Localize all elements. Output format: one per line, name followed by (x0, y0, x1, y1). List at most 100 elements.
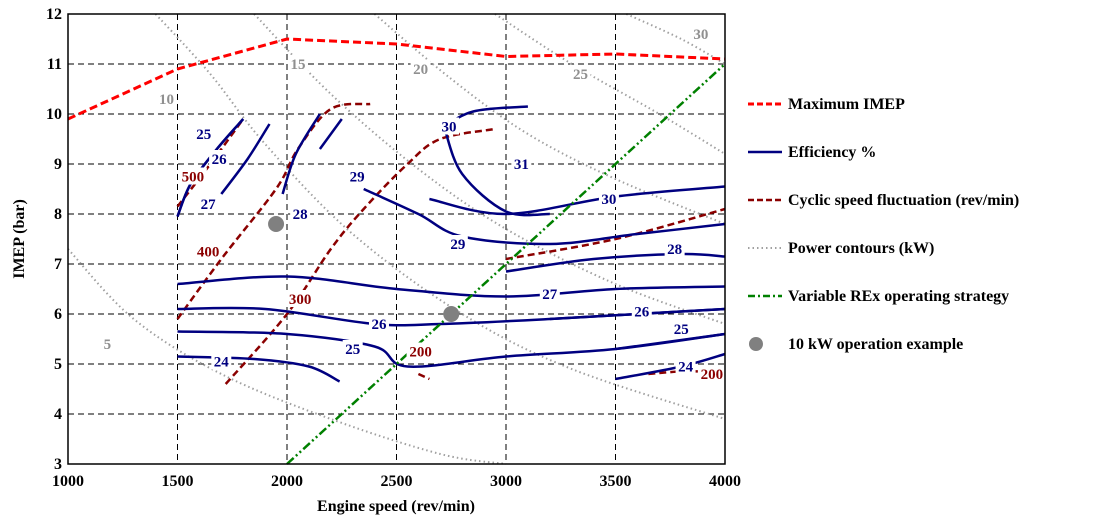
cyclic-contour (224, 127, 496, 385)
power-contour (67, 248, 507, 465)
efficiency-contour-label-bg (598, 190, 619, 207)
max-imep-line (67, 37, 726, 121)
efficiency-contour-label: 24 (214, 355, 230, 371)
y-tick-label: 12 (46, 6, 62, 23)
legend: Maximum IMEP Efficiency % Cyclic speed flu… (748, 96, 1019, 353)
x-axis-label: Engine speed (rev/min) (317, 498, 475, 515)
legend-label-power: Power contours (kW) (788, 240, 934, 257)
efficiency-contour-label-bg (198, 195, 219, 212)
power-contour-label-bg (410, 60, 431, 77)
efficiency-contour-label-bg (209, 150, 230, 167)
y-tick-label: 6 (54, 306, 62, 323)
example-point (443, 306, 460, 322)
y-axis-label: IMEP (bar) (11, 199, 28, 279)
efficiency-contour-label: 30 (601, 192, 616, 208)
legend-label-strategy: Variable REx operating strategy (788, 288, 1009, 305)
legend-label-efficiency: Efficiency % (788, 144, 876, 161)
efficiency-contour (615, 332, 726, 351)
efficiency-contour-label: 24 (678, 360, 694, 376)
efficiency-contour-label: 30 (442, 120, 457, 136)
x-tick-label: 2000 (271, 473, 303, 490)
efficiency-contour-label-bg (211, 352, 232, 370)
cyclic-contour-label: 200 (701, 367, 724, 383)
efficiency-contour (176, 118, 245, 217)
efficiency-contour-label-bg (675, 357, 696, 375)
efficiency-contour-label: 29 (350, 170, 365, 186)
power-contour-label-bg (570, 65, 591, 82)
power-contour-label: 25 (573, 67, 588, 83)
power-contour-label: 5 (104, 337, 112, 353)
efficiency-contour-label: 25 (345, 342, 360, 358)
efficiency-contour-label-bg (447, 235, 468, 252)
efficiency-contour-label: 28 (667, 242, 682, 258)
efficiency-contour (177, 275, 726, 298)
cyclic-contour-label-bg (178, 167, 207, 185)
efficiency-contour-label: 28 (293, 207, 308, 223)
cyclic-contour (417, 372, 430, 381)
cyclic-contour (505, 207, 726, 261)
efficiency-contour (363, 187, 726, 246)
y-tick-label: 9 (54, 156, 62, 173)
legend-label-max_imep: Maximum IMEP (788, 96, 905, 113)
cyclic-contour (176, 102, 371, 320)
efficiency-contour-label: 25 (196, 127, 211, 143)
tick-labels: 1000 1500 2000 2500 3000 3500 4000 3 4 5 6 7 8 9 10 11 1… (46, 6, 741, 490)
y-tick-label: 8 (54, 206, 62, 223)
efficiency-contour (220, 123, 271, 195)
x-tick-label: 1000 (52, 473, 84, 490)
efficiency-contour-label-bg (368, 315, 389, 332)
efficiency-contour (505, 252, 726, 273)
cyclic-contour-label: 300 (289, 292, 312, 308)
efficiency-contour (281, 113, 321, 195)
x-tick-label: 4000 (709, 473, 741, 490)
efficiency-contour (177, 355, 341, 383)
power-contour-label-bg (156, 90, 177, 107)
cyclic-contour-label-bg (406, 342, 435, 360)
power-contour-label: 10 (159, 92, 174, 108)
power-contours: 5 10 15 20 25 30 (67, 13, 726, 465)
efficiency-contour-label-bg (664, 240, 685, 257)
x-tick-label: 3500 (600, 473, 632, 490)
cyclic-contour-label: 200 (409, 345, 432, 361)
x-tick-label: 1500 (162, 473, 194, 490)
efficiency-contour-label-bg (671, 320, 692, 337)
y-tick-label: 5 (54, 356, 62, 373)
power-contour-label: 20 (413, 62, 428, 78)
efficiency-contour-label: 29 (450, 237, 465, 253)
efficiency-contour-label: 25 (674, 322, 689, 338)
cyclic-contour-label-bg (194, 242, 223, 260)
legend-label-example: 10 kW operation example (788, 336, 963, 353)
efficiency-contour (318, 118, 343, 150)
efficiency-contour (443, 128, 550, 217)
power-contour-label-bg (101, 335, 114, 352)
efficiency-contour-label: 31 (514, 157, 529, 173)
main-series: 24 24252525262626272728282929303031500400… (67, 37, 726, 465)
x-tick-label: 2500 (381, 473, 413, 490)
plot-frame (67, 13, 726, 465)
efficiency-contour-label-bg (347, 167, 368, 185)
efficiency-contour-label-bg (631, 302, 652, 320)
efficiency-contour (429, 185, 726, 216)
example-point (268, 216, 285, 232)
efficiency-contour-label: 26 (212, 152, 228, 168)
power-contour-label: 15 (290, 57, 305, 73)
power-contour (373, 13, 726, 225)
efficiency-contour-label-bg (290, 205, 311, 222)
cyclic-contour-label-bg (697, 365, 726, 382)
y-tick-label: 11 (47, 56, 62, 73)
efficiency-contour-label: 26 (371, 317, 387, 333)
efficiency-contour-label: 27 (201, 197, 217, 213)
x-tick-label: 3000 (490, 473, 522, 490)
cyclic-contour-label-bg (286, 290, 315, 307)
efficiency-contour-label-bg (439, 117, 460, 135)
efficiency-contour-label: 27 (542, 287, 558, 303)
cyclic-contour-label: 400 (197, 245, 220, 261)
y-tick-label: 7 (54, 256, 62, 273)
efficiency-contour-label-bg (539, 285, 560, 302)
efficiency-contour-label-bg (342, 340, 363, 357)
efficiency-contour-label-bg (511, 155, 532, 172)
y-tick-label: 10 (46, 106, 62, 123)
efficiency-contour-label-bg (193, 125, 214, 142)
grid (68, 14, 725, 464)
